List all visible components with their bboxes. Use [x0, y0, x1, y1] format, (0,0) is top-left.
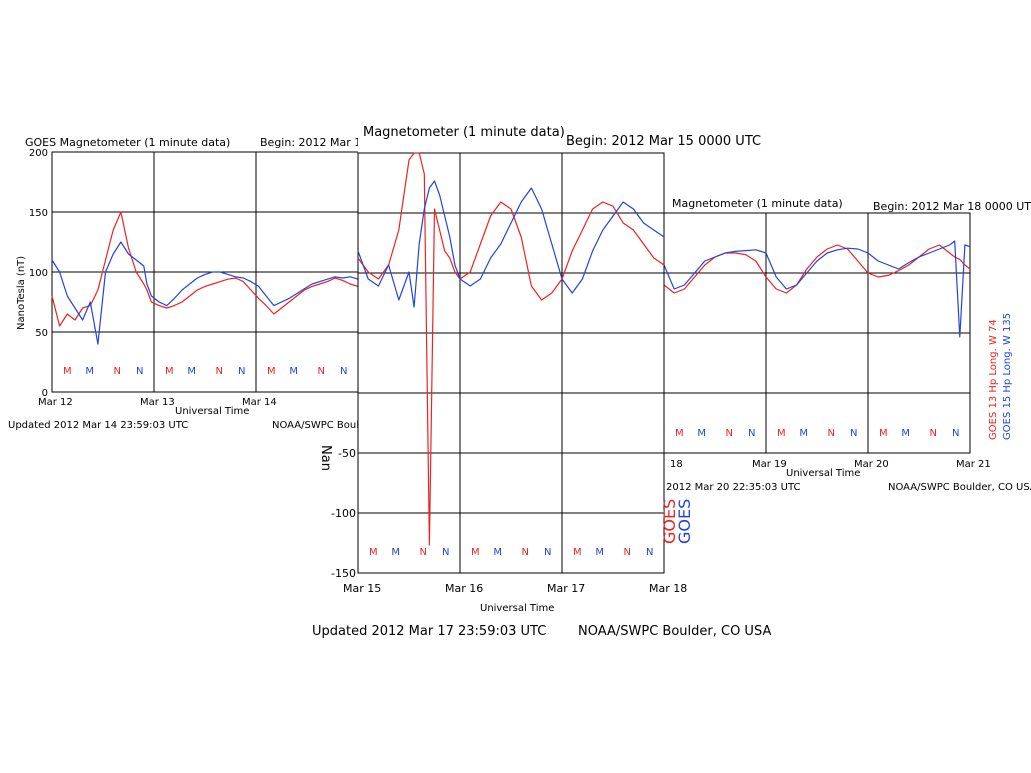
- panel1-ytick: 150: [29, 208, 48, 219]
- panel1-xtick: Mar 14: [242, 397, 277, 408]
- mn-marker: N: [318, 366, 325, 377]
- panel2-frame: [357, 152, 665, 574]
- panel2-xtick: Mar 17: [547, 582, 585, 595]
- panel2-xtick: Mar 18: [649, 582, 687, 595]
- mn-marker: N: [420, 547, 427, 558]
- series-line-goes13: [51, 211, 359, 327]
- mn-marker: M: [391, 547, 400, 558]
- mn-marker: M: [493, 547, 502, 558]
- mn-marker: N: [216, 366, 223, 377]
- panel3-updated: 2012 Mar 20 22:35:03 UTC: [666, 482, 801, 493]
- panel1-credit: NOAA/SWPC Boulder: [272, 420, 377, 431]
- mn-marker: N: [114, 366, 121, 377]
- panel2-sat-label-blue: GOES: [675, 499, 694, 544]
- panel3-xtick: Mar 21: [956, 459, 991, 470]
- panel3-xtick: Mar 19: [752, 459, 787, 470]
- mn-marker: M: [165, 366, 174, 377]
- mn-marker: M: [675, 428, 684, 439]
- mn-marker: M: [777, 428, 786, 439]
- panel1-xtick: Mar 12: [38, 397, 73, 408]
- mn-marker: M: [471, 547, 480, 558]
- series-line-goes15: [357, 180, 665, 308]
- mn-marker: M: [85, 366, 94, 377]
- panel2-xtick: Mar 15: [343, 582, 381, 595]
- mn-marker: M: [187, 366, 196, 377]
- panel2-ytick: -50: [338, 447, 356, 460]
- panel2-updated: Updated 2012 Mar 17 23:59:03 UTC: [312, 624, 546, 639]
- mn-marker: N: [522, 547, 529, 558]
- panel-mar12: GOES Magnetometer (1 minute data) Begin:…: [8, 136, 377, 431]
- mn-marker: N: [726, 428, 733, 439]
- mn-marker: M: [369, 547, 378, 558]
- mn-marker: N: [624, 547, 631, 558]
- panel1-begin: Begin: 2012 Mar 12: [260, 136, 368, 149]
- mn-marker: N: [136, 366, 143, 377]
- panel3-xtick: Mar 20: [854, 459, 889, 470]
- series-line-goes15: [51, 241, 359, 345]
- legend-goes15: GOES 15 Hp Long. W 135: [1002, 313, 1013, 440]
- mn-marker: N: [748, 428, 755, 439]
- mn-marker: N: [340, 366, 347, 377]
- panel2-xlabel: Universal Time: [480, 603, 554, 614]
- mn-marker: M: [595, 547, 604, 558]
- panel1-ylabel: NanoTesla (nT): [16, 256, 27, 330]
- panel3-credit: NOAA/SWPC Boulder, CO USA: [888, 482, 1031, 493]
- mn-marker: M: [267, 366, 276, 377]
- mn-marker: M: [289, 366, 298, 377]
- panel1-title: GOES Magnetometer (1 minute data): [25, 136, 230, 149]
- mn-marker: N: [828, 428, 835, 439]
- panel1-updated: Updated 2012 Mar 14 23:59:03 UTC: [8, 420, 188, 431]
- panel3-series: [663, 240, 971, 338]
- panel2-sat-label-red: GOES: [660, 499, 679, 544]
- panel2-xtick: Mar 16: [445, 582, 483, 595]
- mn-marker: N: [952, 428, 959, 439]
- mn-marker: N: [238, 366, 245, 377]
- mn-marker: M: [697, 428, 706, 439]
- mn-marker: N: [850, 428, 857, 439]
- panel1-ytick: 0: [42, 388, 48, 399]
- panel1-ytick: 200: [29, 148, 48, 159]
- mn-marker: N: [930, 428, 937, 439]
- panel-mar18: Magnetometer (1 minute data) Begin: 2012…: [663, 190, 1031, 500]
- panel2-series: [357, 152, 665, 546]
- panel3-begin: Begin: 2012 Mar 18 0000 UTC: [873, 200, 1031, 213]
- panel-mar15: Magnetometer (1 minute data) Begin: 2012…: [312, 122, 771, 642]
- panel1-ytick: 100: [29, 268, 48, 279]
- panel2-background: [358, 122, 664, 642]
- mn-marker: M: [879, 428, 888, 439]
- panel2-begin: Begin: 2012 Mar 15 0000 UTC: [566, 134, 761, 149]
- series-line-goes15: [663, 240, 971, 338]
- panel1-series: [51, 211, 359, 345]
- mn-marker: M: [63, 366, 72, 377]
- panel2-ytick: -100: [331, 507, 356, 520]
- panel2-credit: NOAA/SWPC Boulder, CO USA: [578, 624, 771, 639]
- mn-marker: N: [544, 547, 551, 558]
- panel3-xtick: 18: [670, 459, 683, 470]
- panel3-xlabel: Universal Time: [786, 468, 860, 479]
- panel2-ytick: -150: [331, 567, 356, 580]
- panel1-ytick: 50: [35, 328, 48, 339]
- mn-marker: M: [573, 547, 582, 558]
- panel1-xlabel: Universal Time: [175, 406, 249, 417]
- panel3-title: Magnetometer (1 minute data): [672, 197, 843, 210]
- panel1-xtick: Mar 13: [140, 397, 175, 408]
- panel2-title: Magnetometer (1 minute data): [363, 125, 565, 140]
- series-line-goes13: [357, 152, 665, 546]
- legend-goes13: GOES 13 Hp Long. W 74: [988, 319, 999, 440]
- mn-marker: M: [799, 428, 808, 439]
- panel2-ylabel: Nan: [318, 445, 333, 471]
- mn-marker: M: [901, 428, 910, 439]
- mn-marker: N: [442, 547, 449, 558]
- mn-marker: N: [646, 547, 653, 558]
